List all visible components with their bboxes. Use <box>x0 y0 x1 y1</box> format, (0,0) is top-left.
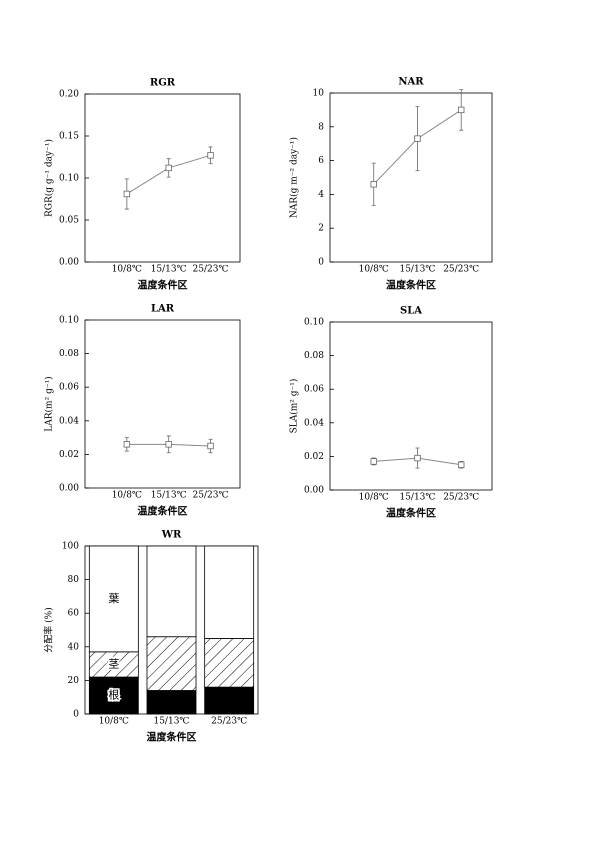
y-axis-label: RGR(g g⁻¹ day⁻¹) <box>44 139 55 217</box>
plot-frame <box>329 321 493 491</box>
x-tick-label: 15/13℃ <box>399 493 435 503</box>
x-tick-label: 25/23℃ <box>193 265 229 275</box>
y-tick-label: 0.08 <box>59 349 79 359</box>
y-tick-label: 6 <box>318 156 324 166</box>
x-tick-label: 15/13℃ <box>153 717 189 727</box>
y-tick-label: 10 <box>313 89 325 99</box>
x-axis-label: 温度条件区 <box>138 505 188 518</box>
point <box>165 164 172 172</box>
y-tick-label: 0.06 <box>59 383 79 393</box>
x-tick-label: 15/13℃ <box>151 491 187 501</box>
x-axis-label: 温度条件区 <box>138 279 188 292</box>
y-axis-label: SLA(m² g⁻¹) <box>289 379 300 434</box>
y-tick-label: 60 <box>68 609 80 619</box>
point <box>414 454 421 462</box>
y-tick-label: 0.02 <box>304 452 324 462</box>
bar-segment <box>204 638 255 688</box>
x-tick-label: 10/8℃ <box>359 265 389 275</box>
x-tick-label: 25/23℃ <box>443 493 479 503</box>
chart-title: LAR <box>151 304 175 315</box>
x-tick-label: 10/8℃ <box>359 493 389 503</box>
chart-title: RGR <box>150 78 176 89</box>
chart-title: SLA <box>400 306 422 317</box>
bar-segment <box>88 651 139 678</box>
y-tick-label: 0.08 <box>304 351 324 361</box>
bar-segment <box>146 636 197 691</box>
point <box>414 135 421 142</box>
y-axis-label: NAR(g m⁻² day⁻¹) <box>289 137 300 218</box>
point <box>123 441 131 448</box>
y-tick-label: 100 <box>62 542 79 552</box>
bar-segment <box>88 545 139 653</box>
bar-segment <box>204 545 255 639</box>
point <box>123 190 131 198</box>
x-axis-label: 温度条件区 <box>386 507 436 520</box>
bar-segment <box>146 690 197 715</box>
y-tick-label: 80 <box>68 575 80 585</box>
x-axis-label: 温度条件区 <box>386 279 436 292</box>
x-tick-label: 15/13℃ <box>399 265 435 275</box>
y-axis-label: LAR(m² g⁻¹) <box>44 376 55 431</box>
series-label: 根 <box>108 688 119 702</box>
plot-frame <box>329 92 493 263</box>
label-bg <box>107 689 120 702</box>
x-axis-label: 温度条件区 <box>147 731 197 744</box>
series-label: 茎 <box>108 657 119 670</box>
y-tick-label: 0.10 <box>59 316 79 326</box>
y-tick-label: 40 <box>68 642 80 652</box>
y-tick-label: 8 <box>318 122 324 132</box>
y-tick-label: 4 <box>318 190 324 200</box>
chart-title: NAR <box>398 77 424 88</box>
x-tick-label: 10/8℃ <box>112 491 142 501</box>
point <box>458 106 465 114</box>
y-tick-label: 0.00 <box>304 486 324 496</box>
series-label: 葉 <box>108 591 119 605</box>
y-tick-label: 0.20 <box>59 90 79 100</box>
y-tick-label: 0.06 <box>304 385 324 395</box>
point <box>458 461 465 468</box>
x-tick-label: 25/23℃ <box>211 717 247 727</box>
point <box>370 181 377 188</box>
y-tick-label: 0.04 <box>304 418 324 428</box>
point <box>165 441 172 448</box>
x-tick-label: 25/23℃ <box>193 491 229 501</box>
y-tick-label: 0.04 <box>59 416 79 426</box>
plot-frame <box>84 319 241 489</box>
y-tick-label: 2 <box>318 224 324 234</box>
y-tick-label: 0.00 <box>59 258 79 268</box>
y-tick-label: 20 <box>68 676 80 686</box>
y-axis-label: 分配率 (%) <box>43 607 55 652</box>
bar-segment <box>146 545 197 638</box>
y-tick-label: 0 <box>73 710 79 720</box>
bar-segment <box>204 686 255 715</box>
y-tick-label: 0.02 <box>59 450 79 460</box>
plot-frame <box>84 93 241 263</box>
point <box>370 458 377 465</box>
chart-title: WR <box>161 530 182 541</box>
y-tick-label: 0.15 <box>59 132 79 142</box>
y-tick-label: 0.05 <box>59 216 79 226</box>
y-tick-label: 0 <box>318 258 324 268</box>
y-tick-label: 0.10 <box>304 318 324 328</box>
x-tick-label: 10/8℃ <box>99 717 129 727</box>
point <box>207 152 214 159</box>
y-tick-label: 0.10 <box>59 174 79 184</box>
point <box>207 442 214 450</box>
x-tick-label: 15/13℃ <box>151 265 187 275</box>
x-tick-label: 25/23℃ <box>443 265 479 275</box>
x-tick-label: 10/8℃ <box>112 265 142 275</box>
y-tick-label: 0.00 <box>59 484 79 494</box>
